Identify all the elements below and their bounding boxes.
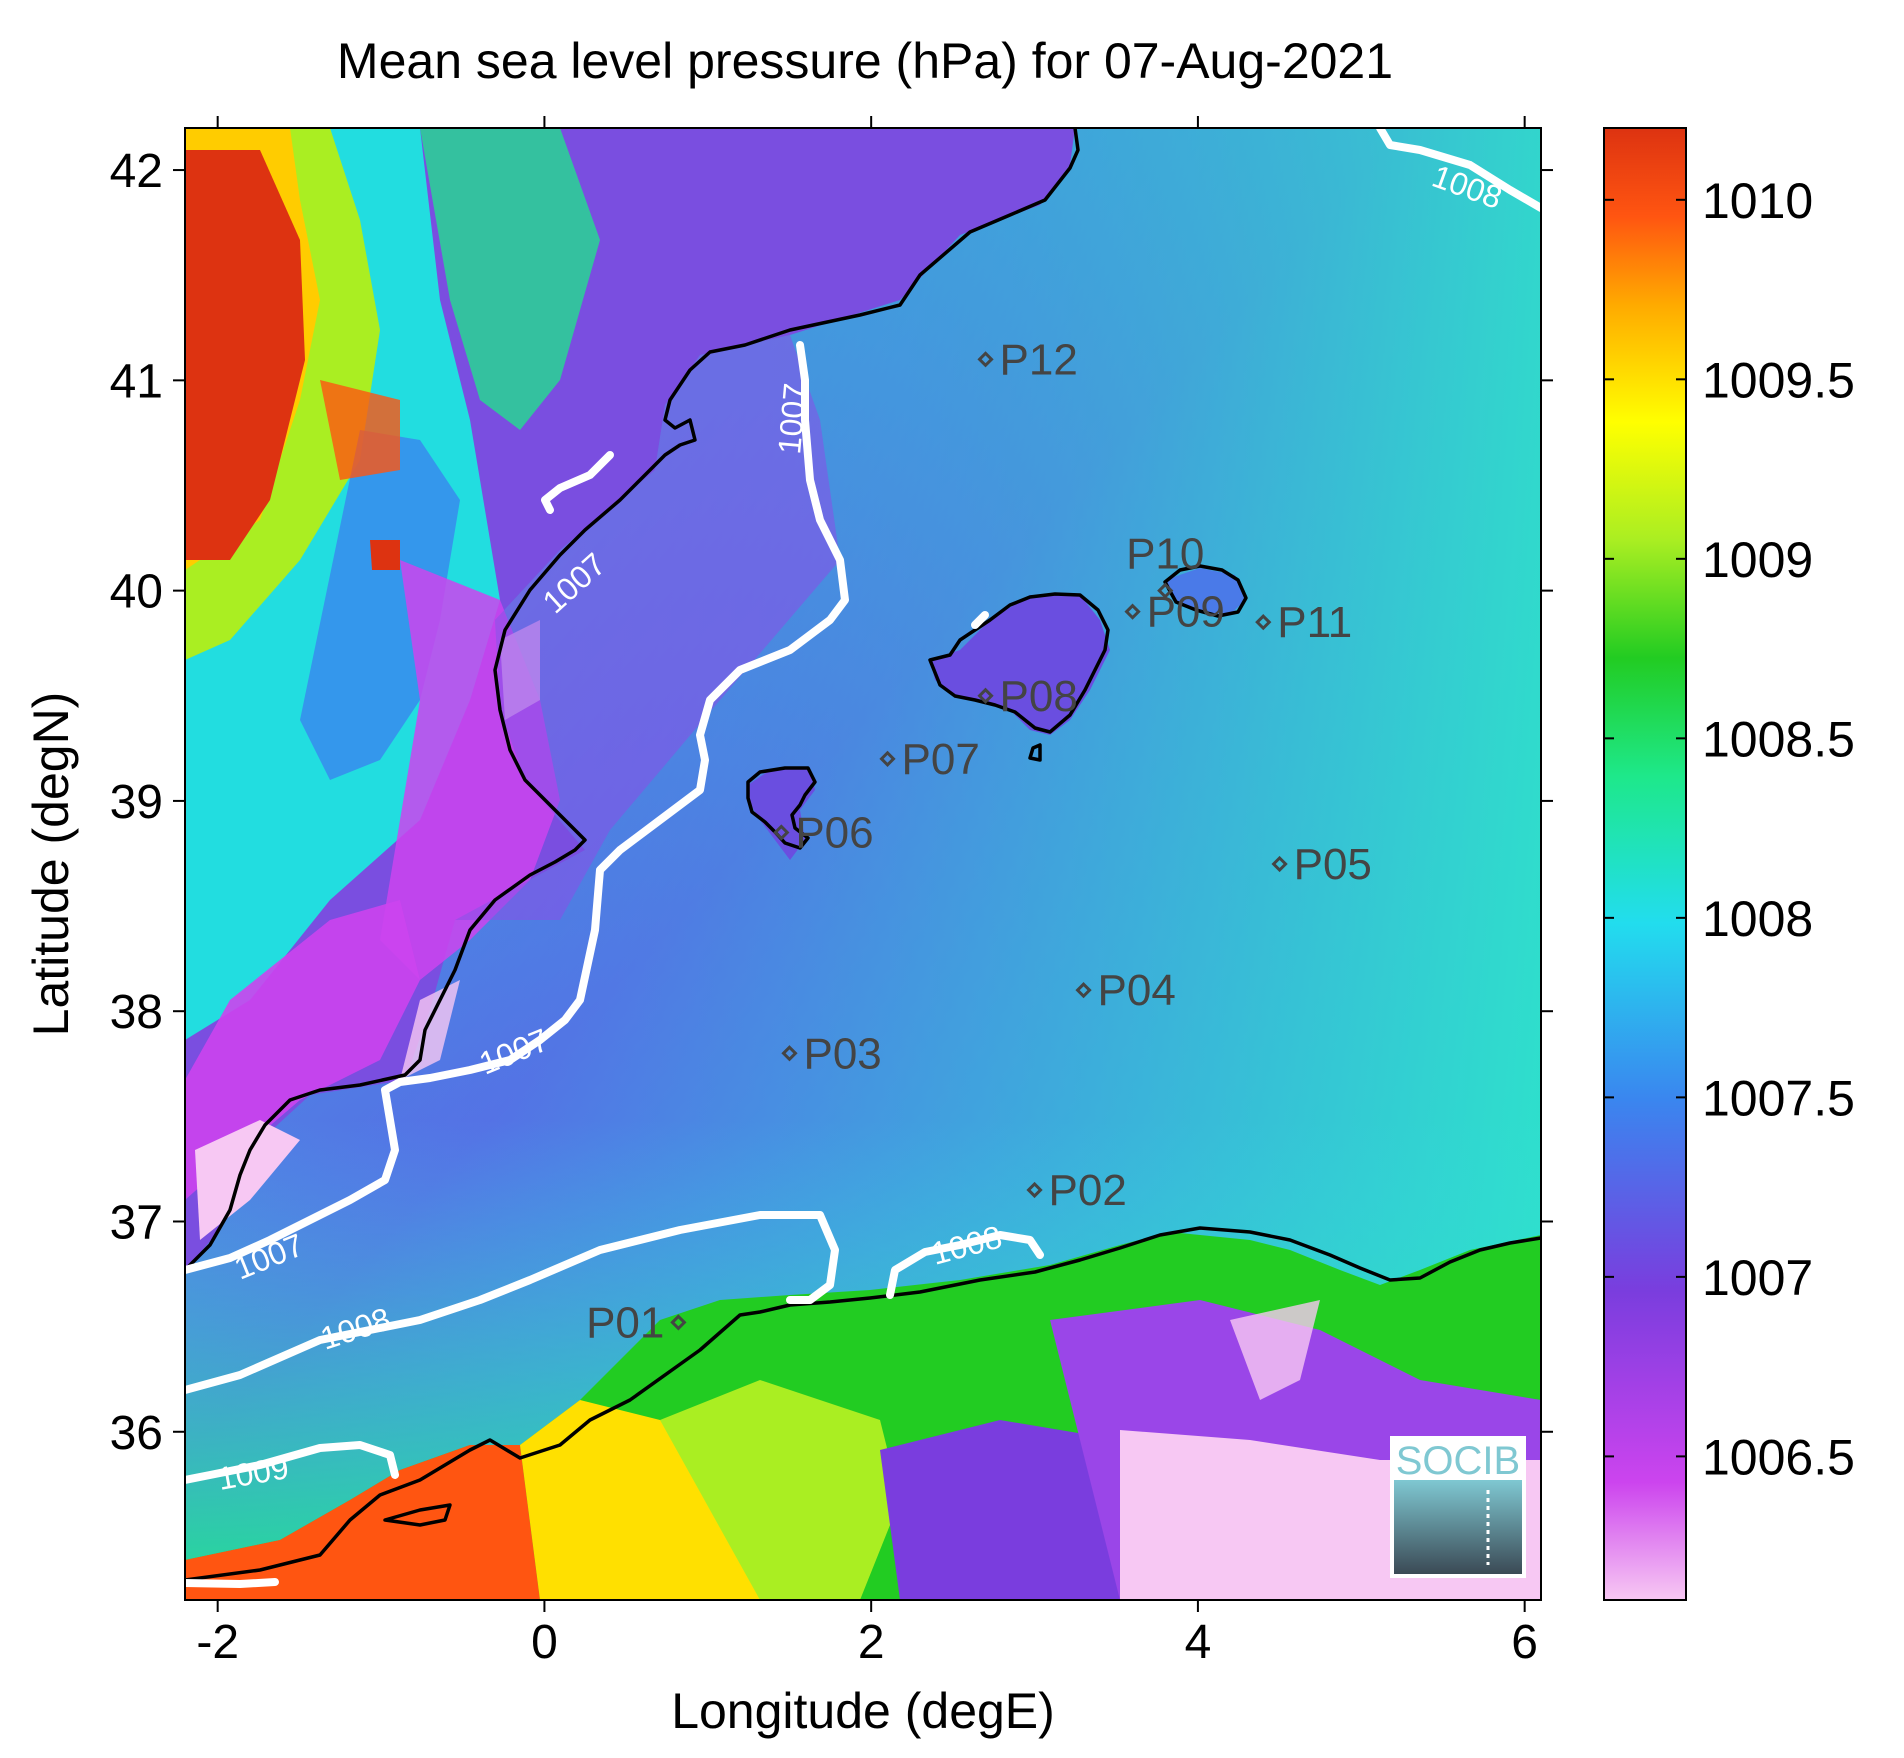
point-marker [781, 1045, 798, 1062]
point-marker [1157, 582, 1174, 599]
pressure-contours [185, 128, 1541, 1588]
x-axis-ticks: -2 0 2 4 6 [196, 116, 1538, 1669]
point-p03: P03 [781, 1029, 882, 1078]
y-tick-label: 39 [110, 776, 163, 829]
point-label: P10 [1126, 530, 1204, 579]
point-marker [879, 750, 896, 767]
colorbar-tick-label: 1010 [1702, 173, 1813, 229]
point-p07: P07 [879, 735, 980, 784]
iberia-land [185, 128, 1075, 1270]
point-label: P03 [803, 1029, 881, 1078]
x-axis-label: Longitude (degE) [671, 1683, 1055, 1739]
point-p02: P02 [1026, 1166, 1127, 1215]
y-tick-label: 36 [110, 1407, 163, 1460]
points-layer: P01 P02 P03 P04 P05 P06 P07 P08 P09 P10 P11 P12 [586, 335, 1372, 1347]
colorbar-tick-label: 1007.5 [1702, 1070, 1855, 1126]
colorbar-tick-label: 1008.5 [1702, 711, 1855, 767]
colorbar-tick-label: 1009.5 [1702, 352, 1855, 408]
point-label: P09 [1147, 588, 1225, 637]
socib-logo: SOCIB [1390, 1436, 1526, 1578]
socib-logo-text: SOCIB [1396, 1439, 1520, 1483]
point-label: P11 [1277, 598, 1352, 647]
point-label: P08 [1000, 672, 1078, 721]
x-tick-label: 6 [1511, 1616, 1538, 1669]
point-label: P12 [1000, 335, 1078, 384]
y-axis-label: Latitude (degN) [23, 692, 79, 1037]
point-p11: P11 [1255, 598, 1352, 647]
colorbar-tick-label: 1006.5 [1702, 1429, 1855, 1485]
point-p05: P05 [1271, 840, 1372, 889]
point-label: P04 [1098, 966, 1176, 1015]
colorbar: 1010 1009.5 1009 1008.5 1008 1007.5 1007 1006.5 [1603, 127, 1855, 1601]
colorbar-ticks: 1010 1009.5 1009 1008.5 1008 1007.5 1007 1006.5 [1604, 173, 1855, 1485]
y-axis-ticks: 42 41 40 39 38 37 36 [110, 145, 1553, 1460]
point-p06: P06 [773, 808, 874, 857]
point-marker [1271, 855, 1288, 873]
map-title: Mean sea level pressure (hPa) for 07-Aug… [337, 33, 1393, 89]
point-label: P02 [1049, 1166, 1127, 1215]
colorbar-tick-label: 1007 [1702, 1250, 1813, 1306]
x-tick-label: 0 [531, 1616, 558, 1669]
point-marker [1026, 1181, 1043, 1199]
point-p01: P01 [586, 1298, 687, 1347]
point-label: P01 [586, 1298, 664, 1347]
point-marker [670, 1314, 687, 1331]
colorbar-tick-label: 1008 [1702, 891, 1813, 947]
point-marker [977, 351, 994, 368]
point-label: P07 [902, 735, 980, 784]
point-p09: P09 [1124, 588, 1225, 637]
y-tick-label: 42 [110, 145, 163, 198]
y-tick-label: 38 [110, 986, 163, 1039]
x-tick-label: 4 [1185, 1616, 1212, 1669]
point-marker [1075, 982, 1092, 999]
x-tick-label: 2 [858, 1616, 885, 1669]
point-marker [1124, 603, 1141, 620]
point-marker [977, 687, 994, 704]
point-marker [773, 824, 790, 841]
colorbar-tick-label: 1009 [1702, 532, 1813, 588]
y-tick-label: 41 [110, 355, 163, 408]
point-p04: P04 [1075, 966, 1176, 1015]
point-label: P05 [1294, 840, 1372, 889]
y-tick-label: 40 [110, 566, 163, 619]
x-tick-label: -2 [196, 1616, 239, 1669]
point-marker [1255, 614, 1272, 631]
point-p10: P10 [1126, 530, 1204, 599]
y-tick-label: 37 [110, 1196, 163, 1249]
svg-text:1007: 1007 [771, 382, 813, 456]
point-p12: P12 [977, 335, 1078, 384]
point-p08: P08 [977, 672, 1078, 721]
point-label: P06 [795, 808, 873, 857]
coastlines [185, 128, 1541, 1582]
map-area: 1007 1007 1007 1007 1008 1008 1008 1009 … [185, 128, 1541, 1600]
